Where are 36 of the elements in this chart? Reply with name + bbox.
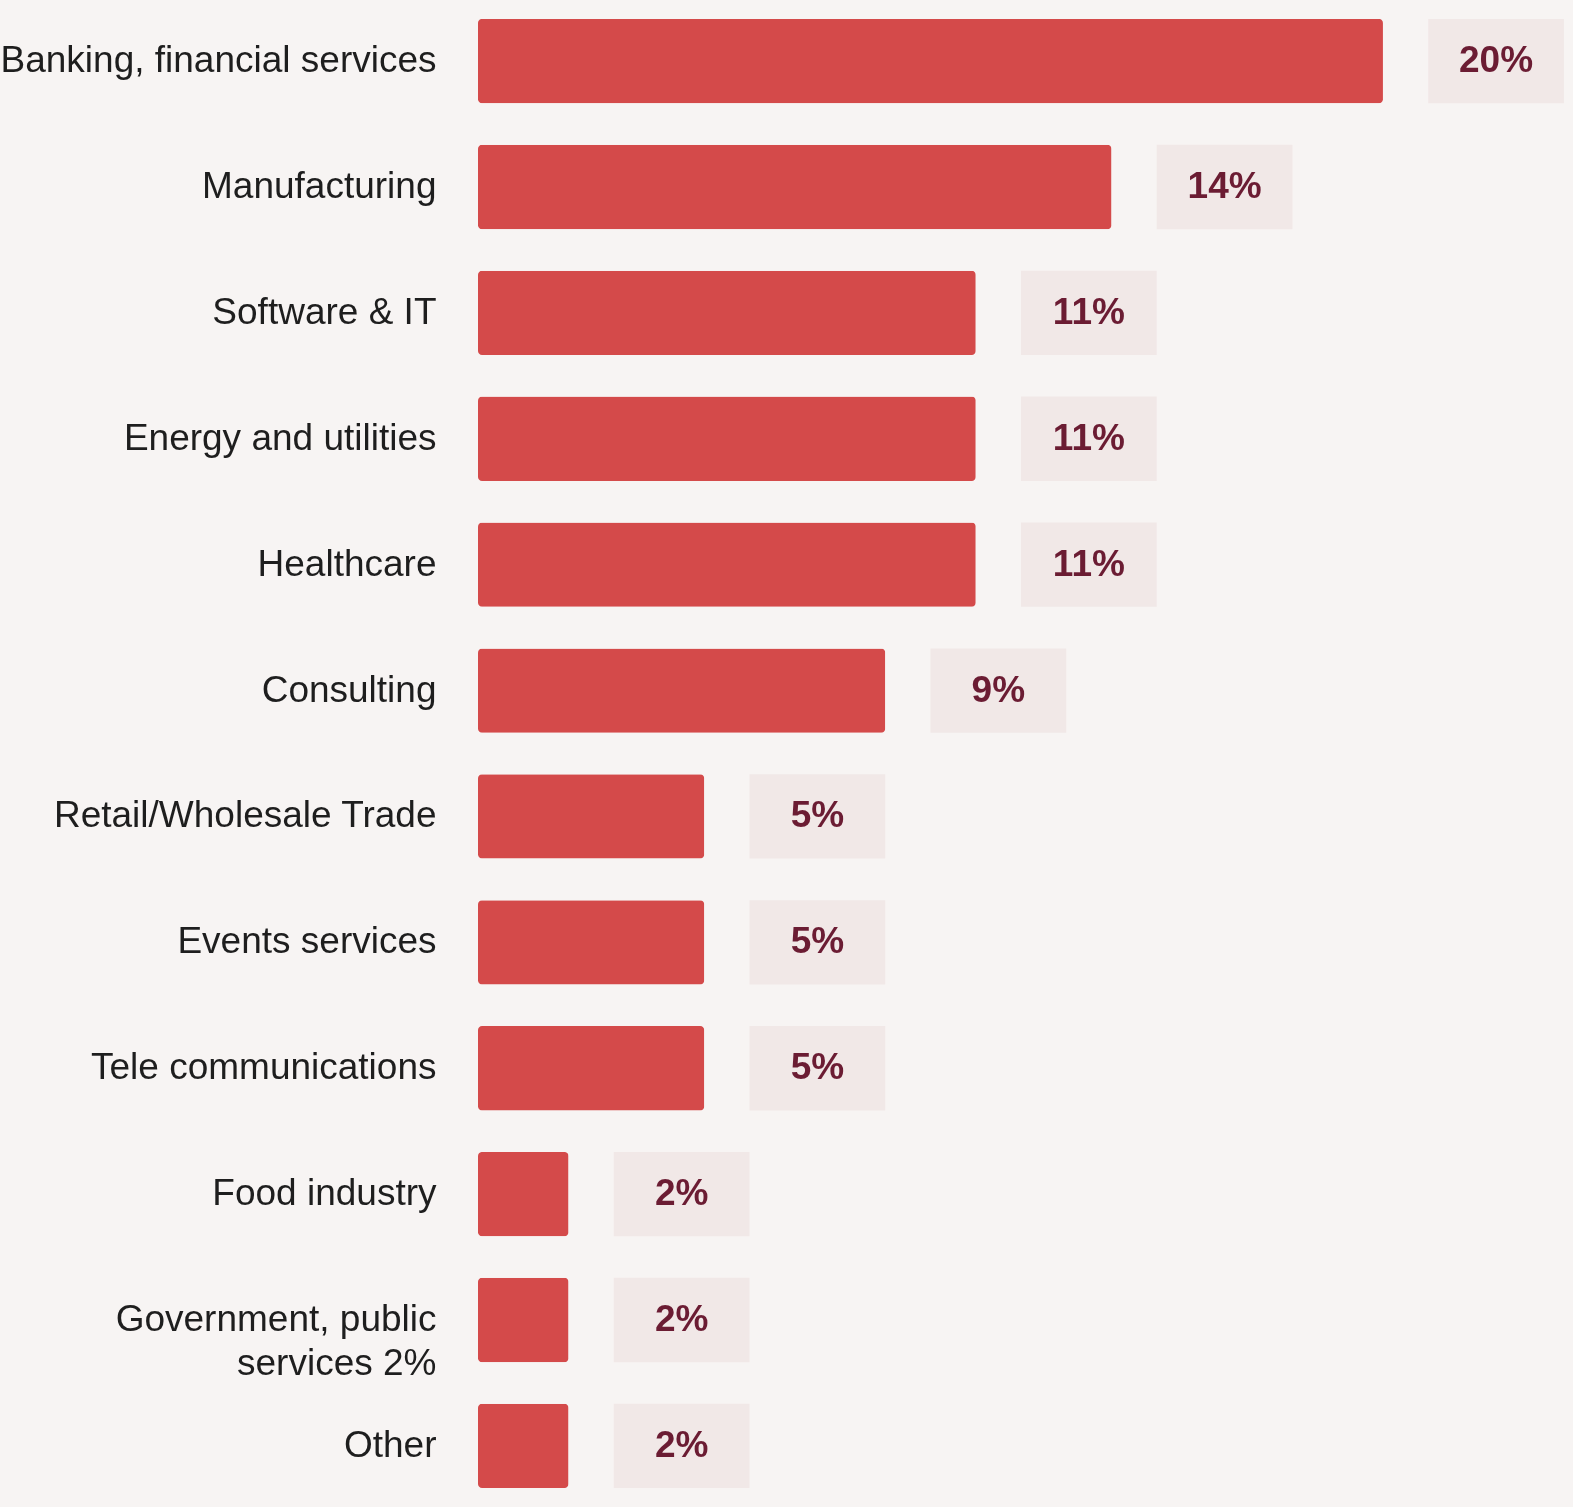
- y-tick-label: Consulting: [261, 668, 437, 710]
- bar: [478, 396, 976, 481]
- data-label: 5%: [790, 920, 845, 962]
- data-label: 5%: [790, 1046, 845, 1088]
- y-tick-label: Software & IT: [212, 290, 437, 332]
- bar: [478, 270, 976, 356]
- bar: [478, 1277, 569, 1363]
- data-label: 11%: [1052, 416, 1125, 458]
- y-tick-label: Energy and utilities: [123, 416, 437, 458]
- y-tick-label: Food industry: [212, 1172, 437, 1214]
- bar: [478, 774, 705, 859]
- data-label: 2%: [654, 1298, 709, 1340]
- bar: [478, 1026, 705, 1111]
- bar: [478, 1403, 569, 1489]
- y-tick-label: Retail/Wholesale Trade: [53, 794, 437, 836]
- y-tick-label: Tele communications: [91, 1046, 437, 1088]
- bar: [478, 1151, 569, 1237]
- bar: [478, 648, 886, 733]
- data-label: 11%: [1052, 290, 1125, 332]
- bar: [478, 18, 1383, 104]
- data-label: 5%: [790, 794, 845, 836]
- y-tick-label: Healthcare: [257, 542, 437, 584]
- data-label: 20%: [1459, 39, 1534, 81]
- data-label: 9%: [971, 668, 1026, 710]
- y-tick-label: Manufacturing: [202, 164, 437, 206]
- y-tick-label: Government, public services 2%: [115, 1298, 437, 1384]
- data-label: 14%: [1187, 164, 1262, 206]
- data-label: 11%: [1052, 542, 1125, 584]
- y-tick-label: Events services: [177, 920, 437, 962]
- y-tick-label: Other: [343, 1423, 437, 1465]
- y-tick-label: Banking, financial services: [0, 39, 437, 81]
- bar: [478, 522, 976, 607]
- bar: [478, 144, 1112, 230]
- data-label: 2%: [654, 1423, 709, 1465]
- data-label: 2%: [654, 1172, 709, 1214]
- bar: [478, 900, 705, 985]
